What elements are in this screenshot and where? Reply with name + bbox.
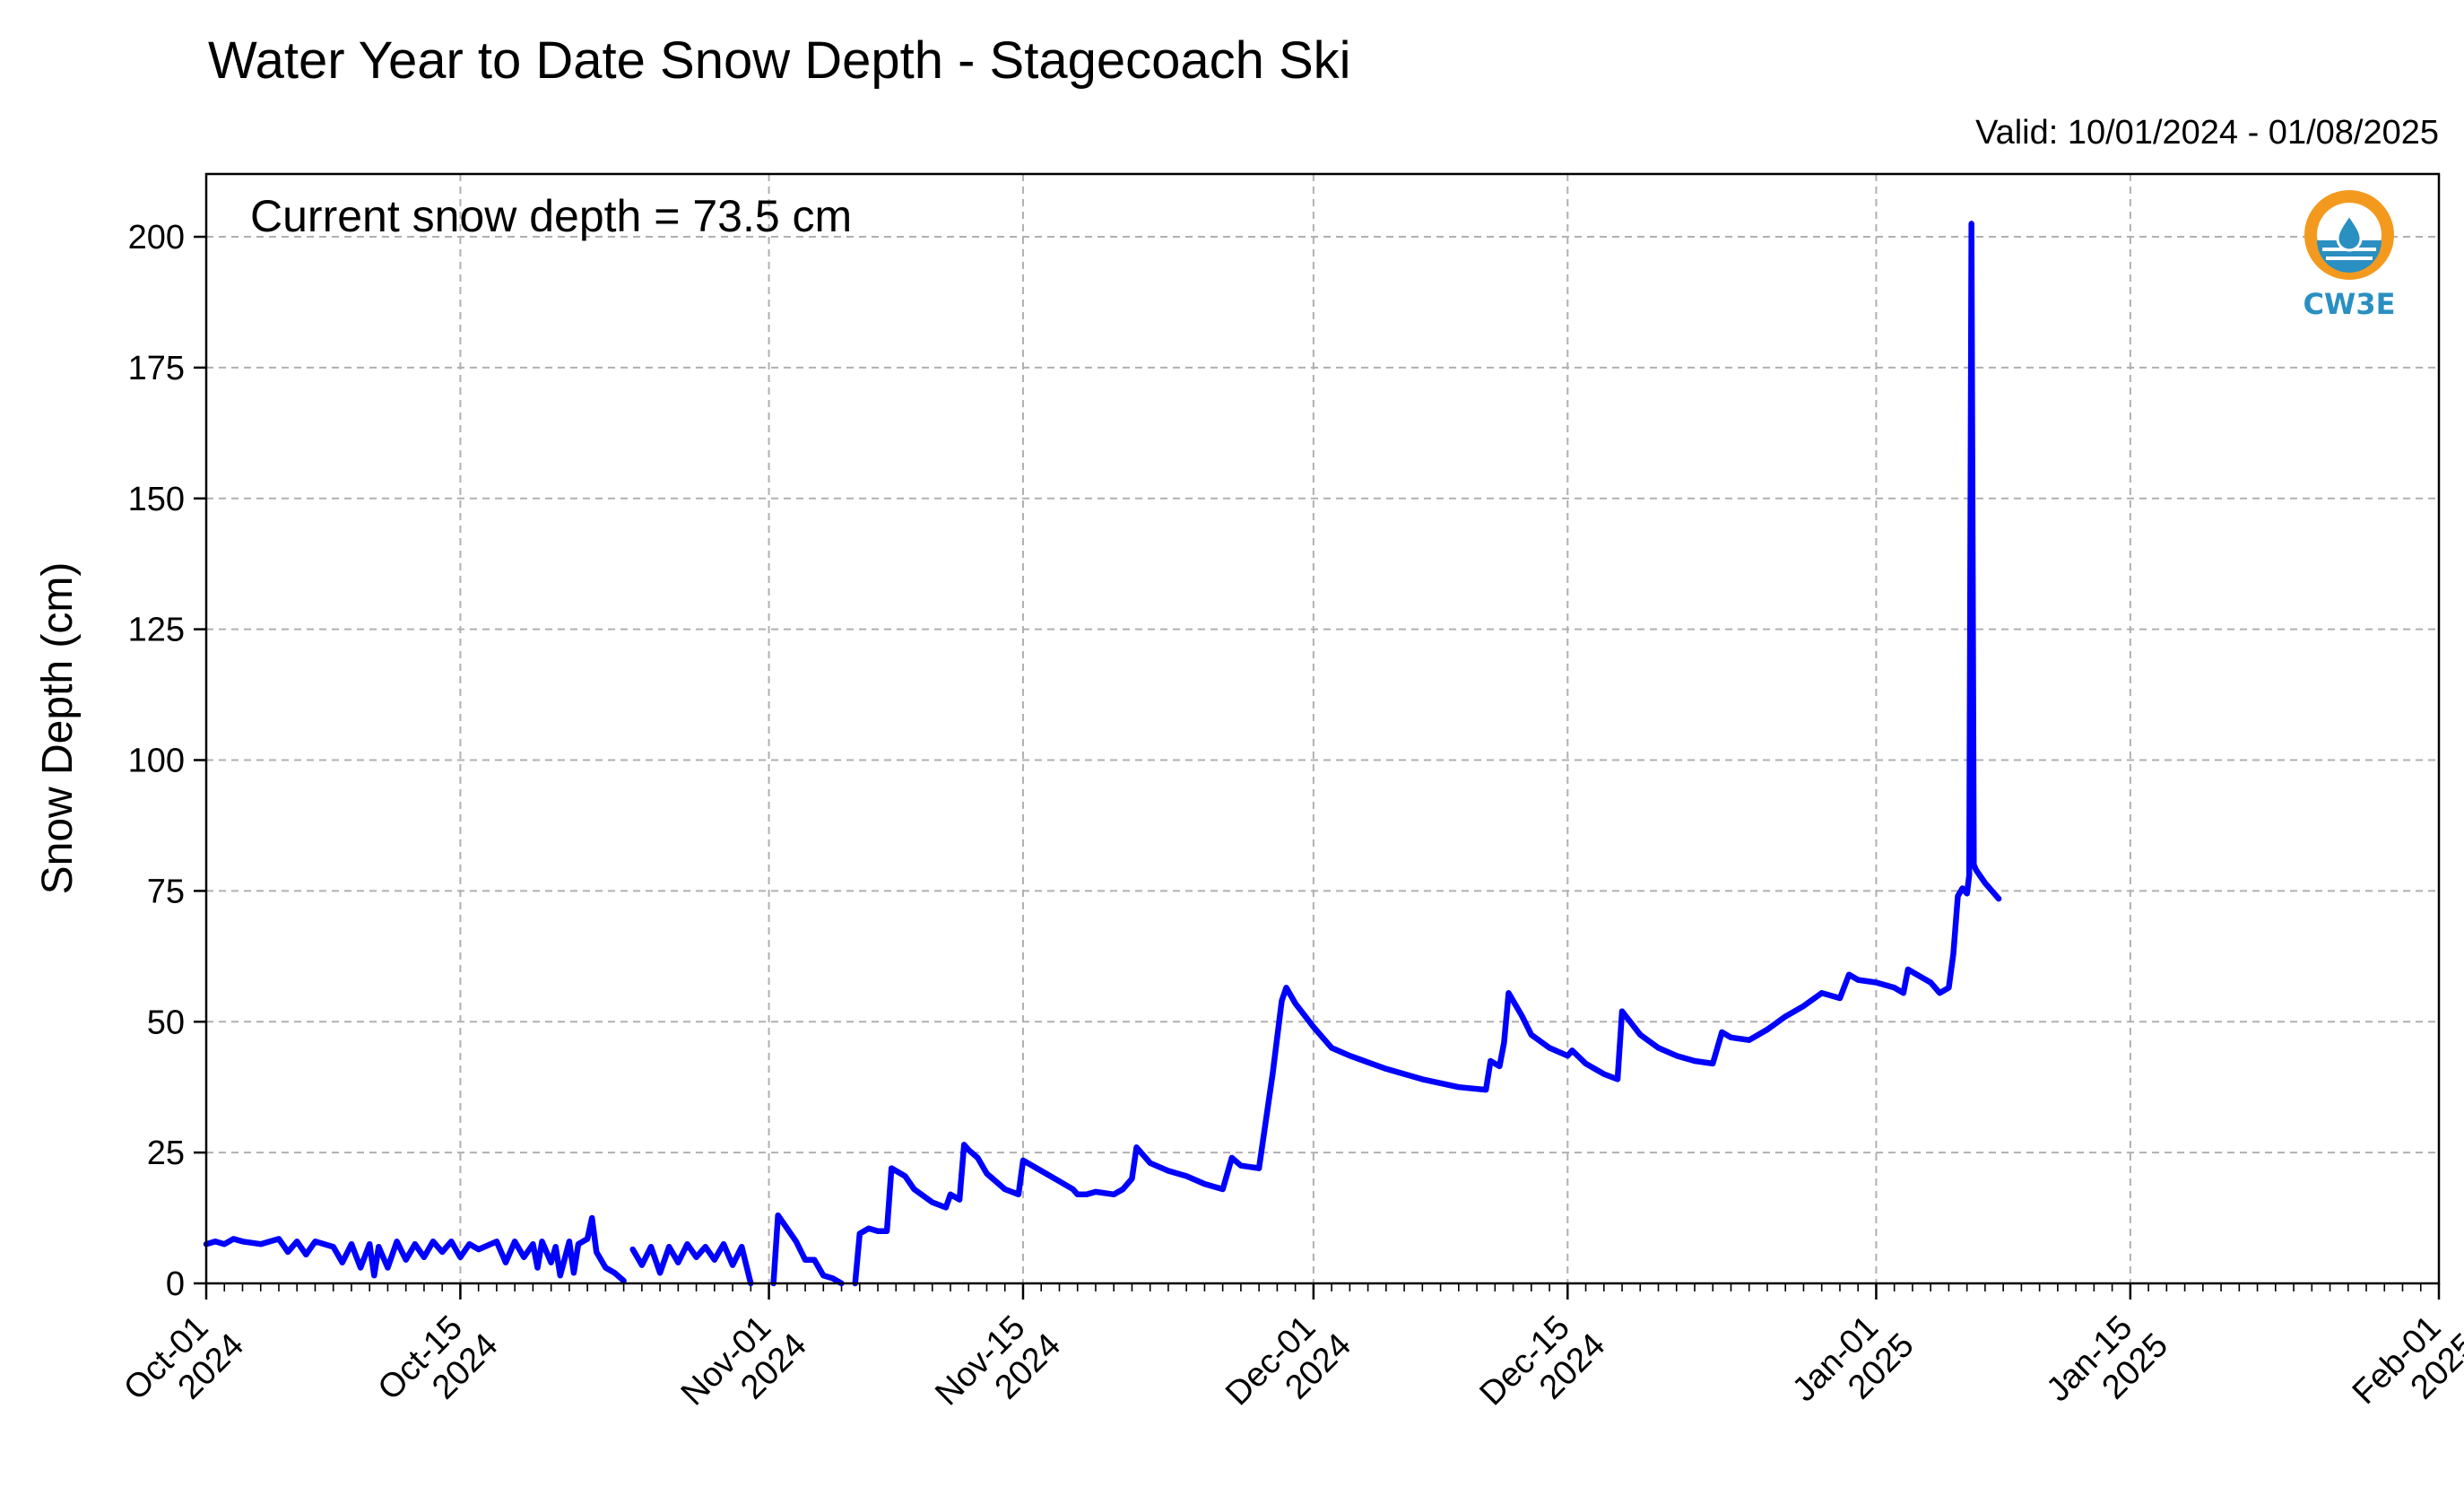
current-depth-annotation: Current snow depth = 73.5 cm — [250, 191, 852, 241]
grid-lines — [206, 174, 2439, 1283]
series-line-segment — [629, 1240, 754, 1287]
logo-wordmark: CW3E — [2303, 287, 2396, 321]
y-tick-label: 175 — [128, 350, 185, 387]
valid-date-range: Valid: 10/01/2024 - 01/08/2025 — [1975, 114, 2439, 152]
cw3e-logo: CW3E — [2303, 190, 2396, 321]
y-tick-label: 100 — [128, 743, 185, 780]
series-line-segment — [852, 221, 2002, 1287]
y-tick-label: 125 — [128, 612, 185, 649]
chart-title: Water Year to Date Snow Depth - Stagecoa… — [208, 31, 1351, 90]
y-tick-label: 75 — [147, 873, 185, 910]
y-tick-label: 50 — [147, 1004, 185, 1041]
y-tick-label: 25 — [147, 1135, 185, 1172]
y-tick-label: 150 — [128, 481, 185, 518]
series-line-segment — [770, 1212, 845, 1287]
y-axis-label: Snow Depth (cm) — [34, 562, 82, 895]
plot-frame — [204, 172, 2441, 1285]
snow-depth-series — [203, 221, 2002, 1287]
series-line-segment — [203, 1214, 627, 1284]
y-tick-label: 200 — [128, 219, 185, 256]
droplet-icon — [2336, 213, 2363, 252]
y-axis-ticks: 0 25 50 75 100 125 150 175 200 — [128, 219, 206, 1303]
y-tick-label: 0 — [166, 1265, 185, 1303]
